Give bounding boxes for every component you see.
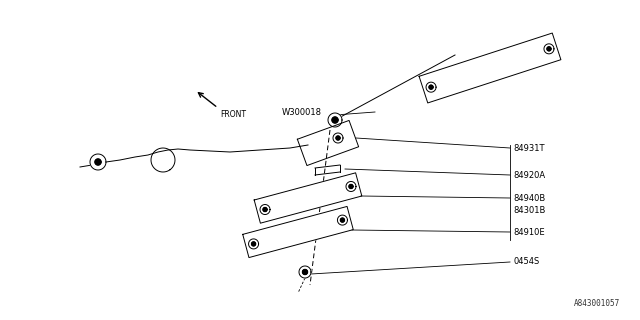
Polygon shape: [429, 85, 433, 89]
Polygon shape: [547, 47, 551, 51]
Polygon shape: [336, 136, 340, 140]
Text: 84940B: 84940B: [513, 194, 545, 203]
Text: 0454S: 0454S: [513, 258, 540, 267]
Polygon shape: [260, 204, 270, 214]
Text: W300018: W300018: [282, 108, 322, 116]
Polygon shape: [298, 120, 358, 165]
Polygon shape: [328, 113, 342, 127]
Polygon shape: [349, 185, 353, 188]
Text: 84301B: 84301B: [513, 205, 545, 214]
Polygon shape: [248, 239, 259, 249]
Polygon shape: [303, 269, 307, 275]
Polygon shape: [90, 154, 106, 170]
Polygon shape: [252, 242, 255, 246]
Polygon shape: [95, 159, 101, 165]
Polygon shape: [299, 266, 311, 278]
Polygon shape: [243, 206, 353, 258]
Polygon shape: [346, 181, 356, 191]
Polygon shape: [426, 82, 436, 92]
Polygon shape: [340, 218, 344, 222]
Polygon shape: [333, 133, 343, 143]
Polygon shape: [337, 215, 348, 225]
Text: FRONT: FRONT: [220, 110, 246, 119]
Polygon shape: [254, 173, 362, 223]
Text: 84931T: 84931T: [513, 143, 545, 153]
Polygon shape: [544, 44, 554, 54]
Polygon shape: [263, 207, 267, 212]
Text: 84920A: 84920A: [513, 171, 545, 180]
Polygon shape: [332, 117, 338, 123]
Polygon shape: [419, 33, 561, 103]
Text: A843001057: A843001057: [573, 299, 620, 308]
Text: 84910E: 84910E: [513, 228, 545, 236]
